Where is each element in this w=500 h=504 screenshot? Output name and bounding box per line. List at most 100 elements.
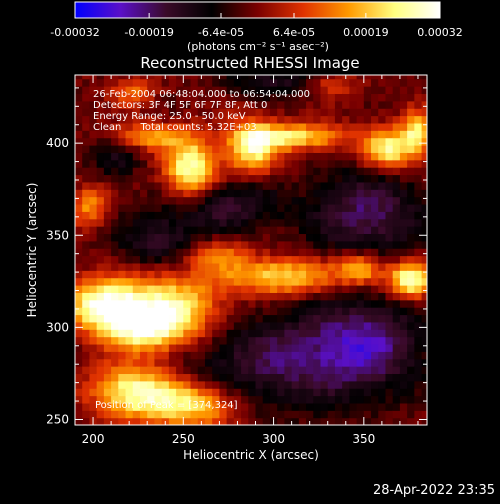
heatmap-cell <box>89 145 98 153</box>
heatmap-cell <box>421 410 427 419</box>
heatmap-cell <box>349 410 358 419</box>
heatmap-cell <box>327 417 336 425</box>
heatmap-cell <box>154 351 163 360</box>
heatmap-cell <box>306 292 314 301</box>
heatmap-cell <box>75 255 83 264</box>
heatmap-cell <box>154 292 163 301</box>
heatmap-cell <box>334 410 343 419</box>
heatmap-cell <box>320 410 329 419</box>
heatmap-cell <box>168 351 177 360</box>
heatmap-cell <box>89 203 98 212</box>
heatmap-cell <box>320 417 329 425</box>
heatmap-cell <box>262 203 271 212</box>
heatmap-cell <box>255 137 264 146</box>
heatmap-cell <box>82 115 91 124</box>
heatmap-cell <box>371 189 379 198</box>
heatmap-cell <box>269 307 278 316</box>
heatmap-cell <box>233 321 242 330</box>
heatmap-cell <box>399 226 408 235</box>
heatmap-cell <box>277 336 285 345</box>
heatmap-cell <box>219 358 228 367</box>
heatmap-cell <box>125 122 134 131</box>
heatmap-cell <box>82 366 91 375</box>
heatmap-cell <box>421 285 427 293</box>
heatmap-cell <box>269 226 278 235</box>
heatmap-cell <box>363 417 372 425</box>
heatmap-cell <box>176 299 184 308</box>
heatmap-cell <box>111 380 119 389</box>
heatmap-cell <box>75 285 83 293</box>
heatmap-cell <box>219 307 228 316</box>
heatmap-cell <box>176 203 184 212</box>
heatmap-cell <box>75 380 76 389</box>
heatmap-cell <box>161 167 170 176</box>
heatmap-cell <box>291 152 300 161</box>
heatmap-cell <box>226 277 235 286</box>
heatmap-cell <box>363 277 372 286</box>
heatmap-cell <box>298 240 307 249</box>
heatmap-cell <box>327 86 336 95</box>
heatmap-cell <box>356 351 365 360</box>
heatmap-cell <box>125 167 134 176</box>
heatmap-cell <box>212 130 221 139</box>
heatmap-cell <box>212 277 221 286</box>
heatmap-cell <box>407 329 415 338</box>
heatmap-cell <box>327 299 336 308</box>
heatmap-cell <box>212 75 221 80</box>
heatmap-cell <box>407 75 415 80</box>
heatmap-cell <box>399 336 408 345</box>
heatmap-cell <box>190 292 199 301</box>
heatmap-cell <box>385 211 394 220</box>
heatmap-cell <box>96 152 105 161</box>
heatmap-cell <box>313 218 322 227</box>
heatmap-cell <box>248 233 257 242</box>
heatmap-cell <box>103 189 112 198</box>
heatmap-cell <box>414 181 423 190</box>
heatmap-cell <box>291 122 300 131</box>
heatmap-cell <box>226 321 235 330</box>
heatmap-cell <box>111 189 119 198</box>
heatmap-cell <box>204 366 213 375</box>
heatmap-cell <box>421 314 427 323</box>
heatmap-cell <box>349 108 358 117</box>
heatmap-cell <box>363 248 372 257</box>
heatmap-cell <box>262 417 271 425</box>
heatmap-cell <box>190 262 199 271</box>
heatmap-cell <box>147 203 156 212</box>
heatmap-cell <box>132 137 141 146</box>
heatmap-cell <box>399 373 408 382</box>
heatmap-cell <box>407 130 415 139</box>
heatmap-cell <box>125 307 134 316</box>
heatmap-cell <box>118 218 127 227</box>
heatmap-cell <box>255 292 264 301</box>
heatmap-cell <box>392 167 401 176</box>
heatmap-cell <box>226 189 235 198</box>
heatmap-cell <box>378 410 387 419</box>
heatmap-cell <box>183 410 192 419</box>
heatmap-cell <box>111 299 119 308</box>
heatmap-cell <box>183 100 192 109</box>
heatmap-cell <box>277 75 285 80</box>
heatmap-cell <box>327 233 336 242</box>
heatmap-cell <box>342 86 350 95</box>
heatmap-cell <box>154 417 163 425</box>
heatmap-cell <box>421 196 427 205</box>
heatmap-cell <box>429 145 437 153</box>
heatmap-cell <box>414 277 423 286</box>
heatmap-cell <box>363 402 372 411</box>
heatmap-cell <box>378 226 387 235</box>
heatmap-cell <box>385 64 393 72</box>
heatmap-cell <box>392 299 401 308</box>
heatmap-cell <box>262 277 271 286</box>
heatmap-cell <box>262 86 271 95</box>
heatmap-cell <box>183 277 192 286</box>
heatmap-cell <box>248 78 257 87</box>
heatmap-cell <box>327 307 336 316</box>
heatmap-cell <box>392 233 401 242</box>
heatmap-cell <box>320 100 329 109</box>
heatmap-cell <box>168 270 177 279</box>
heatmap-cell <box>183 196 192 205</box>
heatmap-cell <box>306 108 314 117</box>
heatmap-cell <box>284 75 293 80</box>
heatmap-cell <box>349 255 358 264</box>
